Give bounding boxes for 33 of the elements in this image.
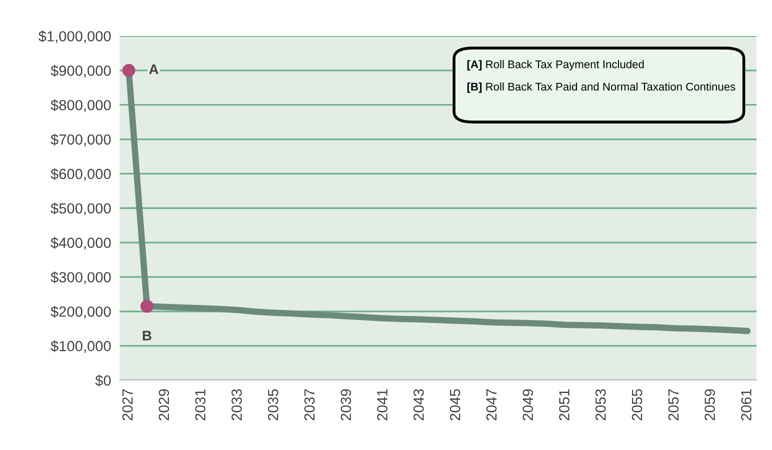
x-tick-label: 2043 [414,389,424,420]
y-tick-label: $700,000 [50,134,111,146]
x-tick-label: 2029 [158,389,170,420]
x-tick-label: 2035 [268,389,278,420]
x-tick-label: 2047 [486,389,497,420]
x-tick-label: 2041 [377,389,388,420]
x-tick-label: 2031 [195,389,206,420]
x-tick-label: 2053 [595,389,606,420]
y-tick-label: $1,000,000 [38,30,111,44]
y-tick-label: $400,000 [50,237,111,250]
y-tick-label: $200,000 [50,306,111,319]
x-tick-label: 2027 [122,389,133,420]
x-tick-label: 2037 [304,389,315,420]
annotation: [B] Roll Back Tax Paid and Normal Taxation Continues [467,82,736,93]
y-tick-label: $800,000 [50,99,111,112]
x-tick-label: 2059 [704,389,715,420]
x-tick-label: 2055 [632,389,642,420]
x-tick-label: 2061 [741,389,752,420]
y-tick-label: $500,000 [50,202,111,216]
y-tick-label: $100,000 [50,340,111,353]
x-tick-label: 2039 [340,389,352,420]
x-tick-label: 2033 [232,389,242,420]
x-tick-label: 2045 [450,389,460,420]
y-tick-label: $600,000 [50,168,111,181]
annotation: B [142,330,152,340]
x-tick-label: 2051 [559,389,570,420]
annotation: [A] Roll Back Tax Payment Included [467,60,644,70]
x-tick-label: 2057 [668,389,679,420]
y-tick-label: $300,000 [50,271,111,284]
y-tick-label: $900,000 [50,64,111,78]
y-tick-label: $0 [95,374,111,387]
annotation: A [149,64,158,74]
x-tick-label: 2049 [522,389,534,420]
